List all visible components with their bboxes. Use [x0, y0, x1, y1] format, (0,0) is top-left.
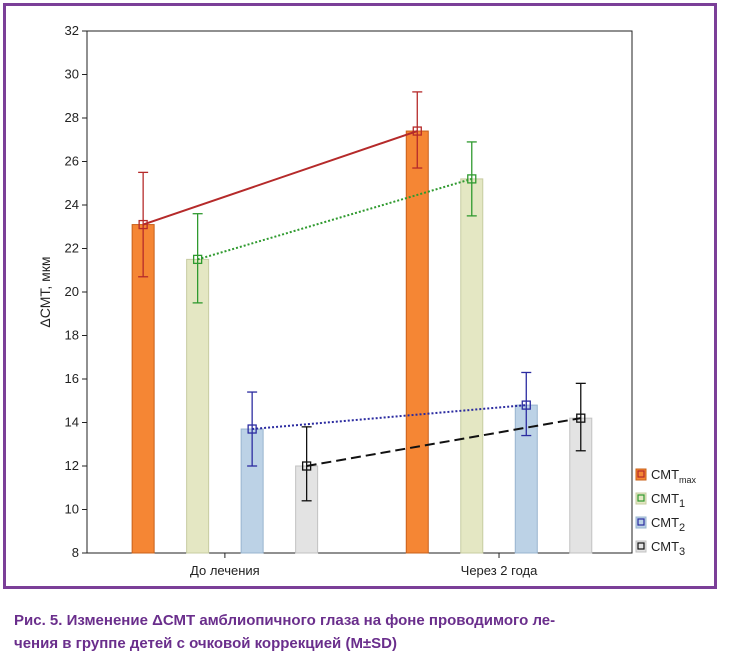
legend-marker: [637, 470, 645, 478]
legend-marker: [637, 494, 645, 502]
y-tick-label: 18: [65, 328, 79, 343]
legend-label-subscript: 2: [679, 522, 685, 534]
mean-marker: [576, 413, 586, 423]
x-axis: До лечения Через 2 года: [190, 553, 538, 578]
mean-marker: [412, 126, 422, 136]
mean-marker: [521, 400, 531, 410]
series-line: [142, 130, 418, 226]
x-tick-label: Через 2 года: [461, 563, 538, 578]
y-tick-label: 10: [65, 502, 79, 517]
mean-marker: [467, 174, 477, 184]
y-tick-label: 32: [65, 23, 79, 38]
plot-area: [86, 30, 633, 554]
x-tick-label: До лечения: [190, 563, 260, 578]
legend-swatch: [635, 516, 647, 529]
legend-label-subscript: max: [679, 475, 697, 485]
y-tick-label: 12: [65, 458, 79, 473]
y-tick-label: 28: [65, 110, 79, 125]
bars: [131, 130, 593, 554]
legend-swatch: [635, 468, 647, 481]
y-tick-label: 8: [72, 545, 79, 560]
legend-label-subscript: 1: [679, 498, 685, 510]
mean-marker: [247, 424, 257, 434]
y-tick-label: 30: [65, 67, 79, 82]
legend-swatch: [635, 540, 647, 553]
legend-label: СМТ1: [651, 491, 685, 510]
y-tick-label: 20: [65, 284, 79, 299]
y-tick-label: 14: [65, 415, 79, 430]
mean-marker: [138, 219, 148, 230]
series-line: [306, 417, 581, 467]
legend: СМТmax СМТ1 СМТ2 СМТ3: [635, 467, 697, 558]
mean-marker: [301, 461, 312, 471]
y-axis-label: ΔСМТ, мкм: [37, 256, 53, 327]
legend-marker: [637, 518, 645, 526]
series-line: [252, 404, 527, 431]
figure-caption: Рис. 5. Изменение ΔСМТ амблиопичного гла…: [14, 609, 714, 655]
legend-label: СМТmax: [651, 467, 697, 485]
y-tick-label: 22: [65, 241, 79, 256]
legend-marker: [637, 542, 645, 550]
y-tick-label: 16: [65, 371, 79, 386]
y-tick-label: 26: [65, 154, 79, 169]
y-tick-label: 24: [65, 197, 79, 212]
legend-label-subscript: 3: [679, 546, 685, 558]
legend-swatch: [635, 492, 647, 505]
error-bars: [138, 91, 586, 502]
mean-marker: [192, 254, 203, 265]
bar: [460, 178, 484, 554]
legend-label: СМТ3: [651, 539, 685, 558]
caption-line-1: Рис. 5. Изменение ΔСМТ амблиопичного гла…: [14, 612, 556, 629]
legend-label: СМТ2: [651, 515, 685, 534]
caption-line-2: чения в группе детей с очковой коррекцие…: [14, 635, 397, 652]
series-lines: [142, 130, 581, 467]
y-axis: 8 10 12 14 16 18 20 22 24 26 28 30 32: [65, 23, 87, 560]
